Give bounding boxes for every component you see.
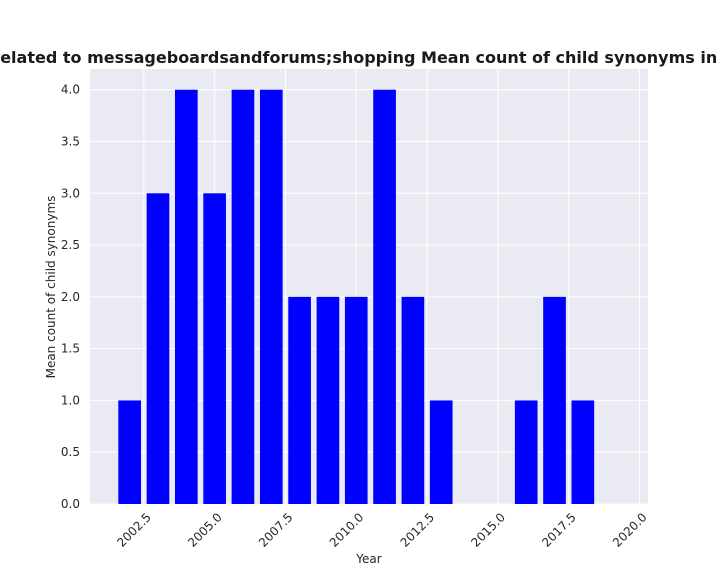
bar-2009 (316, 296, 340, 504)
bar-2018 (571, 400, 595, 504)
x-tick-label: 2020.0 (610, 510, 650, 550)
bar-2006 (231, 89, 255, 504)
y-tick-label: 2.0 (61, 290, 80, 304)
bar-2005 (203, 193, 226, 505)
x-tick-label: 2017.5 (539, 510, 579, 550)
y-tick-label: 1.0 (61, 393, 80, 407)
y-tick-label: 3.5 (61, 135, 80, 149)
y-tick-label: 4.0 (61, 83, 80, 97)
y-axis-label: Mean count of child synonyms (44, 196, 58, 379)
chart-title: es are related to messageboardsandforums… (0, 48, 720, 67)
bar-2010 (344, 296, 368, 504)
bar-2002 (118, 400, 141, 504)
y-tick-label: 1.5 (61, 342, 80, 356)
bar-2016 (514, 400, 538, 504)
bar-2003 (146, 193, 170, 505)
x-tick-label: 2002.5 (114, 510, 154, 550)
x-tick-label: 2005.0 (185, 510, 225, 550)
bar-2011 (373, 89, 396, 504)
x-axis-label: Year (355, 552, 381, 566)
x-tick-labels: 2002.5 2005.0 2007.5 2010.0 2012.5 2015.0 2017… (114, 510, 649, 550)
x-tick-label: 2015.0 (468, 510, 508, 550)
bar-2007 (259, 89, 283, 504)
x-tick-label: 2007.5 (256, 510, 296, 550)
x-tick-label: 2010.0 (327, 510, 367, 550)
y-tick-label: 2.5 (61, 238, 80, 252)
y-tick-label: 0.0 (61, 497, 80, 511)
x-tick-label: 2012.5 (398, 510, 438, 550)
y-tick-label: 3.0 (61, 186, 80, 200)
y-tick-label: 0.5 (61, 445, 80, 459)
bar-2017 (543, 296, 566, 504)
y-tick-labels: 0.0 0.5 1.0 1.5 2.0 2.5 3.0 3.5 4.0 (61, 83, 80, 511)
bar-2013 (429, 400, 453, 504)
bar-2008 (288, 296, 311, 504)
bars (118, 89, 595, 505)
bar-2004 (174, 89, 198, 504)
bar-2012 (401, 296, 425, 504)
